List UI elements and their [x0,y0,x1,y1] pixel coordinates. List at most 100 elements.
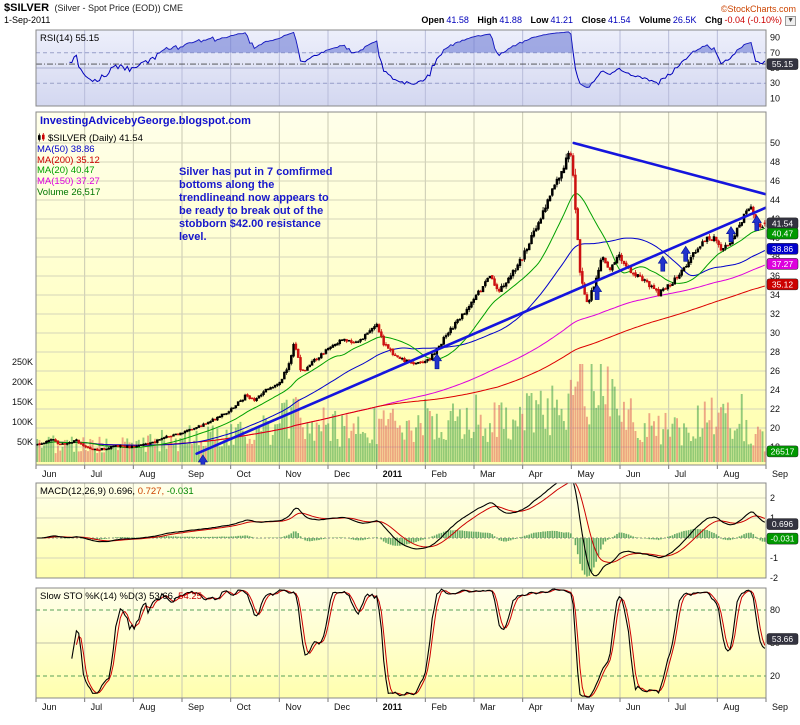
symbol: $SILVER [4,2,50,14]
svg-text:Apr: Apr [529,469,543,479]
svg-text:34: 34 [770,290,780,300]
svg-text:Aug: Aug [723,469,739,479]
svg-text:20: 20 [770,423,780,433]
svg-text:32: 32 [770,309,780,319]
rsi-plot [69,31,766,89]
svg-text:50K: 50K [17,437,33,447]
legend-item-ma20: MA(20) 40.47 [37,165,95,177]
confirmed-bottom-arrow-icon [751,215,762,231]
svg-text:Jul: Jul [675,702,687,712]
svg-text:24: 24 [770,385,780,395]
symbol-description: (Silver - Spot Price (EOD)) CME [54,3,184,13]
svg-text:53.66: 53.66 [772,634,794,644]
legend-item-ma150: MA(150) 37.27 [37,176,100,188]
svg-text:100K: 100K [12,417,33,427]
axis-value-tag: 41.54 [766,217,799,230]
blog-watermark: InvestingAdvicebyGeorge.blogspot.com [40,115,251,127]
svg-text:38.86: 38.86 [772,244,794,254]
svg-text:90: 90 [770,33,780,43]
svg-text:50: 50 [770,138,780,148]
svg-text:May: May [577,702,595,712]
svg-text:Jun: Jun [42,469,57,479]
svg-text:Aug: Aug [139,469,155,479]
svg-text:Jun: Jun [626,469,641,479]
axis-value-tag: 26517 [766,445,799,458]
trendline-descending-resistance [572,141,766,196]
svg-text:10: 10 [770,93,780,103]
svg-text:Sep: Sep [188,702,204,712]
sto-d-value: 54.25 [178,591,202,602]
svg-text:Aug: Aug [723,702,739,712]
chart-legend: $SILVER (Daily) 41.54 MA(50) 38.86 MA(20… [37,133,143,199]
svg-text:Sep: Sep [188,469,204,479]
svg-text:37.27: 37.27 [772,259,794,269]
confirmed-bottom-arrow-icon [680,245,691,262]
price-panel [36,112,766,465]
svg-text:Jul: Jul [91,469,103,479]
macd-indicator-label: MACD(12,26,9) 0.696, 0.727, -0.031 [40,486,194,497]
open-label: Open [421,15,445,25]
svg-text:Feb: Feb [431,469,447,479]
chart-header: $SILVER (Silver - Spot Price (EOD)) CME … [4,2,796,15]
svg-text:30: 30 [770,78,780,88]
svg-text:41.54: 41.54 [772,218,794,228]
svg-text:0.696: 0.696 [772,519,794,529]
svg-text:30: 30 [770,328,780,338]
svg-text:Oct: Oct [237,702,252,712]
stockcharts-credit: ©StockCharts.com [720,4,796,14]
quote-row: 1-Sep-2011 Open 41.58 High 41.88 Low 41.21 … [4,15,796,27]
svg-text:2011: 2011 [383,702,403,712]
volume-value: 26.5K [672,15,697,25]
axis-value-tag: 0.696 [766,518,799,530]
trendline-ascending-support [195,206,766,455]
sto-indicator-label: Slow STO %K(14) %D(3) 53.66, 54.25 [40,591,202,602]
svg-text:Nov: Nov [285,702,302,712]
legend-item-volume: Volume 26,517 [37,186,101,198]
ohlc-quote: Open 41.58 High 41.88 Low 41.21 Close 41.54 … [415,15,782,25]
sto-name: Slow STO %K(14) %D(3) [40,591,147,602]
chart-menu-dropdown-icon[interactable]: ▼ [785,16,796,26]
legend-item-ma200: MA(200) 35.12 [37,154,100,166]
legend-label: $SILVER (Daily) 41.54 [48,133,143,144]
svg-text:Jul: Jul [91,702,103,712]
svg-text:-1: -1 [770,553,778,563]
svg-text:26: 26 [770,366,780,376]
axis-value-tag: 38.86 [766,243,799,255]
high-label: High [477,15,498,25]
high-value: 41.88 [499,15,522,25]
confirmed-bottom-arrow-icon [657,255,668,272]
svg-text:Apr: Apr [529,702,543,712]
axis-value-tag: 55.15 [766,58,799,70]
svg-text:35.12: 35.12 [772,279,794,289]
svg-text:22: 22 [770,404,780,414]
sto-plot [71,588,766,698]
chg-value: -0.04 (-0.10%) [724,15,782,25]
svg-text:Mar: Mar [480,469,496,479]
svg-text:36: 36 [770,271,780,281]
candlestick-icon [37,133,46,142]
chg-label: Chg [704,15,723,25]
confirmed-bottom-arrow-icon [592,284,603,300]
macd-signal-value: 0.727, [137,486,165,497]
svg-text:May: May [577,469,595,479]
annotation-line: be ready to break out of the [179,205,324,217]
svg-text:Feb: Feb [431,702,447,712]
low-value: 41.21 [550,15,573,25]
price-plot [36,141,766,465]
svg-text:40.47: 40.47 [772,229,794,239]
confirmed-bottom-arrow-icon [725,226,737,242]
macd-panel [36,483,766,578]
svg-text:Jun: Jun [626,702,641,712]
axis-value-tag: -0.031 [766,532,799,545]
svg-text:Oct: Oct [237,469,252,479]
svg-text:1: 1 [770,513,775,523]
axis-value-tag: 53.66 [766,633,799,645]
axis-value-tag: 40.47 [766,227,799,240]
axis-value-tag: 37.27 [766,258,799,270]
svg-text:Sep: Sep [772,469,788,479]
svg-text:250K: 250K [12,357,33,367]
svg-text:150K: 150K [12,397,33,407]
svg-text:Dec: Dec [334,702,351,712]
